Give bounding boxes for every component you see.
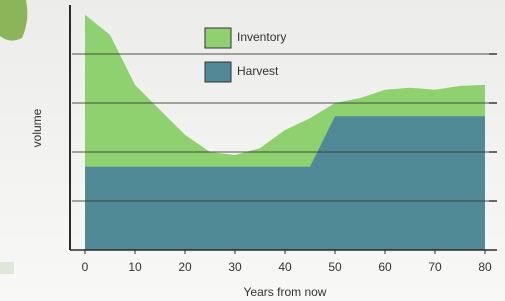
y-axis-label: volume — [30, 108, 44, 147]
x-axis-label: Years from now — [244, 285, 327, 299]
x-tick-label: 50 — [328, 260, 342, 274]
leaf-image — [0, 0, 27, 41]
x-tick-label: 20 — [178, 260, 192, 274]
x-tick-label: 40 — [278, 260, 292, 274]
x-tick-label: 70 — [428, 260, 442, 274]
x-tick-label: 10 — [128, 260, 142, 274]
chart: Inventory Harvest volume Years from now 0… — [0, 0, 505, 301]
legend-swatch — [205, 28, 231, 48]
legend-label: Inventory — [237, 30, 286, 44]
legend-label: Harvest — [237, 64, 279, 78]
x-tick-label: 60 — [378, 260, 392, 274]
x-tick-label: 80 — [478, 260, 492, 274]
x-tick-label: 0 — [82, 260, 89, 274]
corner-image — [0, 262, 14, 274]
x-tick-label: 30 — [228, 260, 242, 274]
legend-swatch — [205, 62, 231, 82]
